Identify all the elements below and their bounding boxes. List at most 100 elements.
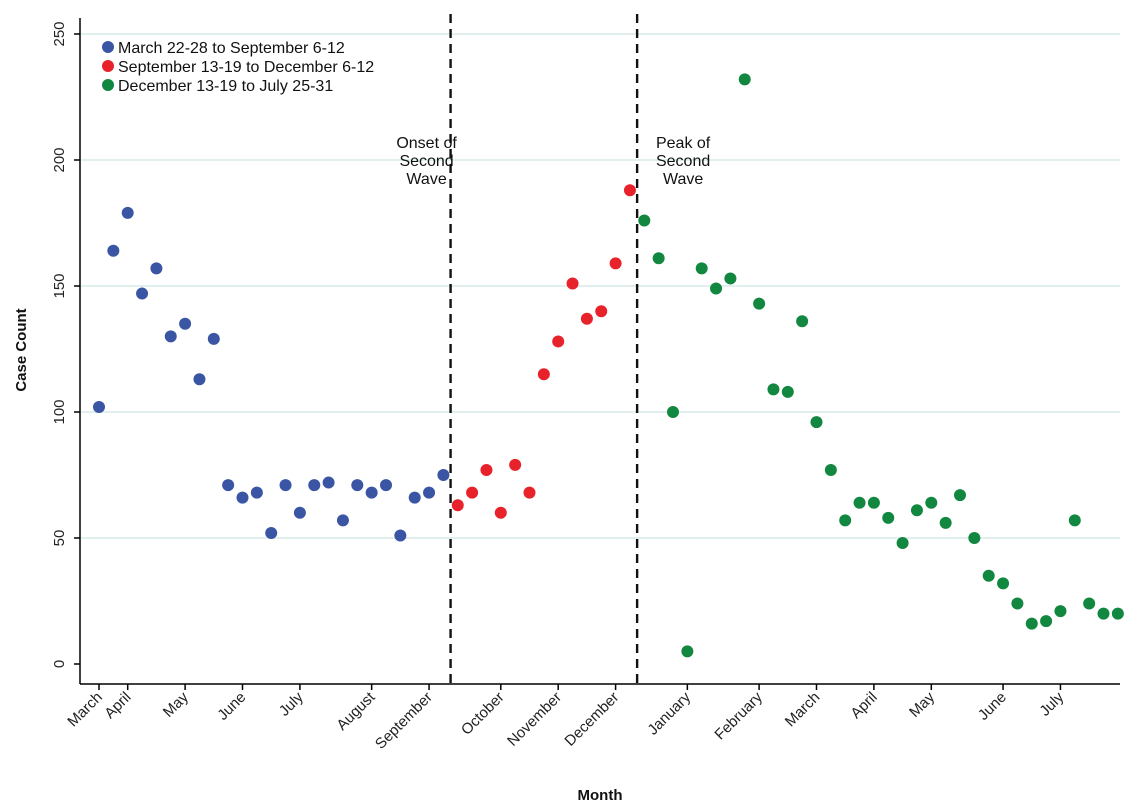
data-point bbox=[910, 504, 923, 517]
data-point bbox=[423, 486, 436, 499]
data-point bbox=[595, 305, 608, 318]
data-point bbox=[408, 491, 421, 504]
data-point bbox=[265, 526, 278, 539]
reference-line-annotation: Second bbox=[399, 153, 453, 170]
legend-marker bbox=[102, 79, 114, 91]
data-point bbox=[1068, 514, 1081, 527]
grid-lines bbox=[81, 33, 1120, 539]
data-point bbox=[1097, 607, 1110, 620]
data-point bbox=[968, 532, 981, 544]
data-point bbox=[394, 529, 407, 542]
x-tick-label: June bbox=[214, 689, 249, 724]
data-point bbox=[638, 214, 651, 227]
data-point bbox=[466, 486, 479, 499]
legend: March 22-28 to September 6-12 September 1… bbox=[102, 40, 374, 95]
y-tick-label: 0 bbox=[51, 660, 68, 668]
data-point bbox=[753, 297, 766, 310]
data-point bbox=[480, 463, 493, 476]
y-tick-label: 250 bbox=[51, 21, 68, 46]
data-point bbox=[164, 330, 177, 343]
data-point bbox=[609, 257, 622, 270]
data-point bbox=[1054, 605, 1067, 618]
data-point bbox=[107, 244, 120, 257]
data-point bbox=[336, 514, 349, 527]
data-point bbox=[523, 486, 536, 499]
x-tick-label: July bbox=[276, 688, 307, 719]
x-tick-label: September bbox=[372, 689, 436, 753]
data-point bbox=[853, 496, 866, 509]
data-point bbox=[681, 645, 694, 658]
data-point bbox=[509, 458, 522, 471]
data-point bbox=[925, 496, 938, 509]
x-tick-label: November bbox=[504, 689, 565, 750]
data-points bbox=[93, 73, 1124, 658]
x-tick-label: March bbox=[782, 689, 823, 730]
data-point bbox=[451, 499, 464, 512]
reference-line-annotation: Onset of bbox=[396, 135, 457, 152]
data-point bbox=[954, 489, 966, 502]
x-tick-label: April bbox=[101, 689, 134, 722]
x-tick-label: February bbox=[711, 688, 766, 743]
x-tick-label: March bbox=[64, 689, 105, 730]
data-point bbox=[710, 282, 723, 295]
data-point bbox=[1011, 597, 1024, 610]
data-point bbox=[136, 287, 149, 300]
data-point bbox=[121, 206, 134, 219]
y-tick-label: 200 bbox=[51, 147, 68, 172]
data-point bbox=[767, 383, 780, 396]
data-point bbox=[193, 373, 206, 386]
data-point bbox=[781, 385, 794, 398]
data-point bbox=[997, 577, 1010, 590]
x-tick-label: May bbox=[906, 688, 938, 720]
data-point bbox=[250, 486, 263, 499]
data-point bbox=[939, 516, 952, 529]
reference-line-annotation: Second bbox=[656, 153, 710, 170]
data-point bbox=[494, 506, 507, 519]
data-point bbox=[1111, 607, 1124, 620]
data-point bbox=[351, 479, 364, 492]
data-point bbox=[724, 272, 737, 285]
data-point bbox=[179, 317, 192, 330]
data-point bbox=[896, 537, 909, 550]
x-tick-label: January bbox=[644, 688, 694, 738]
y-tick-label: 150 bbox=[51, 273, 68, 298]
legend-label: December 13-19 to July 25-31 bbox=[118, 78, 333, 95]
legend-label: September 13-19 to December 6-12 bbox=[118, 59, 374, 76]
data-point bbox=[322, 476, 335, 489]
reference-line-annotation: Peak of bbox=[656, 135, 711, 152]
data-point bbox=[365, 486, 378, 499]
data-point bbox=[652, 252, 665, 265]
x-tick-label: June bbox=[975, 689, 1010, 724]
data-point bbox=[537, 368, 550, 381]
x-axis-title: Month bbox=[578, 787, 623, 804]
legend-marker bbox=[102, 41, 114, 53]
data-point bbox=[150, 262, 163, 275]
data-point bbox=[93, 400, 105, 413]
data-point bbox=[738, 73, 751, 86]
data-point bbox=[236, 491, 249, 504]
legend-label: March 22-28 to September 6-12 bbox=[118, 40, 345, 57]
data-point bbox=[810, 416, 823, 429]
data-point bbox=[882, 511, 895, 524]
data-point bbox=[695, 262, 708, 275]
data-point bbox=[552, 335, 565, 348]
reference-line-annotation: Wave bbox=[406, 171, 446, 188]
data-point bbox=[667, 406, 679, 418]
x-tick-label: April bbox=[847, 689, 880, 722]
x-tick-label: October bbox=[458, 689, 508, 739]
axes bbox=[79, 18, 1120, 685]
data-point bbox=[308, 479, 321, 492]
data-point bbox=[824, 463, 837, 476]
y-tick-label: 50 bbox=[51, 530, 68, 547]
data-point bbox=[623, 184, 636, 197]
data-point bbox=[1025, 617, 1038, 630]
data-point bbox=[222, 479, 235, 492]
data-point bbox=[207, 332, 220, 345]
y-axis-title: Case Count bbox=[13, 308, 30, 391]
data-point bbox=[867, 496, 880, 509]
x-tick-label: July bbox=[1036, 688, 1067, 719]
data-point bbox=[580, 312, 593, 325]
